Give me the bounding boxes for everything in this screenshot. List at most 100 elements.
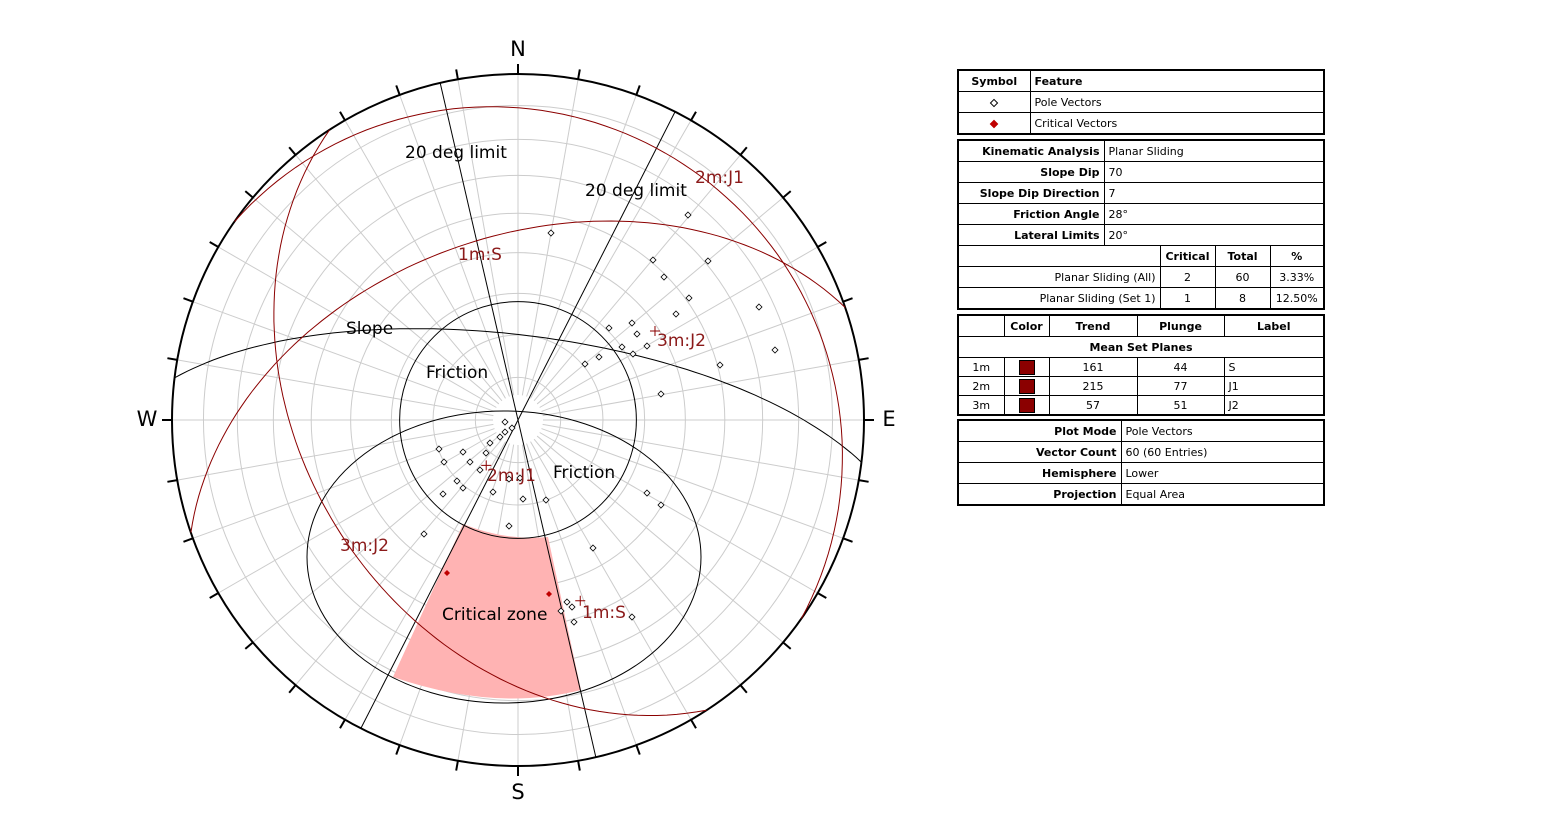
table-cell: 44 xyxy=(1136,357,1225,377)
perimeter-tick xyxy=(842,537,853,543)
pole-vector xyxy=(459,448,467,456)
grid-spoke xyxy=(252,197,500,405)
table-row: Pole Vectors xyxy=(957,91,1325,113)
lateral-limit xyxy=(360,111,676,729)
color-swatch xyxy=(1018,378,1035,394)
pole-vector xyxy=(557,607,565,615)
grid-spoke xyxy=(533,154,741,402)
perimeter-tick xyxy=(782,190,792,199)
color-swatch xyxy=(1018,397,1035,413)
grid-spoke xyxy=(526,443,637,746)
pole-vector xyxy=(476,466,484,474)
perimeter-tick xyxy=(288,146,297,156)
pole-vector xyxy=(568,603,576,611)
west-label: W xyxy=(137,407,158,431)
perimeter-tick xyxy=(209,592,219,599)
table-cell: Plunge xyxy=(1136,314,1225,337)
table-cell: Trend xyxy=(1048,314,1138,337)
table-row: Hemisphere Lower xyxy=(957,462,1325,484)
pole-vector xyxy=(605,324,613,332)
grid-spoke xyxy=(530,441,692,720)
table-row: 1m 161 44 S xyxy=(957,357,1325,377)
perimeter-tick xyxy=(577,69,581,80)
table-cell: 2m xyxy=(957,376,1005,396)
perimeter-tick xyxy=(690,111,697,121)
pole-label: 1m:S xyxy=(582,603,626,623)
perimeter-tick xyxy=(167,357,178,361)
table-cell: Total xyxy=(1214,245,1271,267)
perimeter-tick xyxy=(209,241,219,248)
table-cell: 12.50% xyxy=(1269,287,1325,310)
grid-spoke xyxy=(539,246,818,408)
table-cell: 51 xyxy=(1136,395,1225,416)
stereonet: N E S W 20 deg limit 20 deg limit Slope … xyxy=(137,37,896,804)
north-label: N xyxy=(510,37,526,61)
table-row: Slope Dip 70 xyxy=(957,161,1325,183)
pole-vector xyxy=(519,495,527,503)
table-cell xyxy=(957,112,1031,135)
pole-vector xyxy=(618,343,626,351)
pole-vector xyxy=(482,449,490,457)
daylight-envelope xyxy=(306,410,702,704)
table-cell: Plot Mode xyxy=(957,419,1122,442)
grid-spoke xyxy=(541,301,844,412)
table-row: Critical Vectors xyxy=(957,112,1325,135)
poles xyxy=(420,211,779,626)
mean-plane xyxy=(273,129,707,716)
table-row: Mean Set Planes xyxy=(957,336,1325,358)
pole-vector xyxy=(435,445,443,453)
perimeter-tick xyxy=(244,190,254,199)
pole-vector xyxy=(570,618,578,626)
mean-pole xyxy=(649,326,660,337)
plane-label: 1m:S xyxy=(458,245,502,265)
color-swatch xyxy=(1018,359,1035,375)
table-cell: Mean Set Planes xyxy=(957,336,1325,358)
table-cell: 57 xyxy=(1048,395,1138,416)
pole-vector xyxy=(459,484,467,492)
table-cell: 1m xyxy=(957,357,1005,377)
table-cell: 70 xyxy=(1103,161,1325,183)
perimeter-tick xyxy=(817,592,827,599)
perimeter-tick xyxy=(244,641,254,650)
table-cell: Lower xyxy=(1120,462,1325,484)
perimeter-tick xyxy=(455,760,459,771)
grid-spoke xyxy=(192,301,495,412)
grid-spoke xyxy=(533,438,741,686)
table-row: Symbol Feature xyxy=(957,69,1325,92)
table-cell: 2 xyxy=(1159,266,1216,288)
pole-vector xyxy=(420,530,428,538)
table-cell: Planar Sliding (Set 1) xyxy=(957,287,1161,310)
pole-vector xyxy=(716,361,724,369)
perimeter-tick xyxy=(739,684,748,694)
table-cell: Equal Area xyxy=(1120,483,1325,506)
pole-vector xyxy=(672,310,680,318)
pole-vector xyxy=(657,390,665,398)
pole-vector xyxy=(440,458,448,466)
table-cell: 161 xyxy=(1048,357,1138,377)
table-cell: Vector Count xyxy=(957,441,1122,463)
grid-spoke xyxy=(542,359,859,417)
pole-vector xyxy=(453,477,461,485)
perimeter-tick xyxy=(817,241,827,248)
table-row: Lateral Limits 20° xyxy=(957,224,1325,246)
table-cell: Feature xyxy=(1029,69,1325,92)
friction-label: Friction xyxy=(553,463,615,483)
perimeter-tick xyxy=(635,85,641,96)
mean-planes-table: Color Trend Plunge Label Mean Set Planes 1m 16… xyxy=(957,314,1325,416)
plane-label: 2m:J1 xyxy=(695,168,744,188)
table-row: 2m 215 77 J1 xyxy=(957,376,1325,396)
grid-spoke xyxy=(399,94,510,397)
table-cell xyxy=(1003,376,1050,396)
pole-vector xyxy=(628,613,636,621)
grid-spoke xyxy=(541,428,844,539)
pole-vector xyxy=(563,598,571,606)
east-label: E xyxy=(882,407,895,431)
grid-spoke xyxy=(218,432,497,594)
table-cell: 60 (60 Entries) xyxy=(1120,441,1325,463)
grid-spoke xyxy=(521,79,579,396)
table-row: Plot Mode Pole Vectors xyxy=(957,419,1325,442)
table-cell: Label xyxy=(1223,314,1325,337)
table-cell: 3.33% xyxy=(1269,266,1325,288)
critical-symbol xyxy=(990,119,999,128)
